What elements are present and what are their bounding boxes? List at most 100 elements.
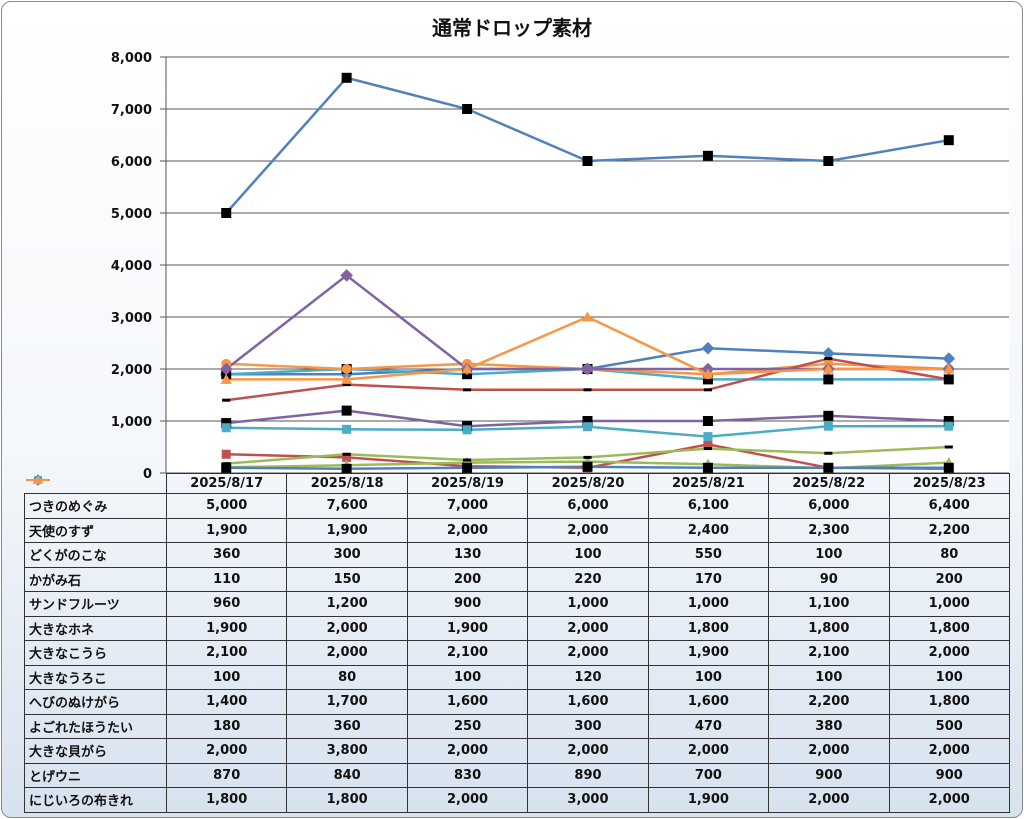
data-label: 1,900 (406, 615, 529, 641)
data-label: 830 (406, 762, 529, 788)
table-row: 大きなうろこ 100 80 100 120 100 100 100 (24, 475, 1010, 690)
data-point (944, 377, 953, 381)
data-point (341, 405, 352, 416)
data-point (341, 463, 352, 474)
data-point (582, 416, 593, 426)
y-tick-label: 2,000 (111, 363, 152, 378)
data-label: 1,900 (647, 640, 770, 666)
legend-entry: サンドフルーツ (24, 475, 167, 617)
x-tick-label: 2025/8/22 (768, 473, 890, 494)
data-label: 2,000 (888, 640, 1010, 666)
data-label: 470 (647, 713, 770, 739)
table-row: サンドフルーツ 960 1,200 900 1,000 1,000 1,100 1,000 (24, 475, 1010, 617)
data-label: 900 (406, 591, 529, 617)
data-label: 1,900 (647, 787, 770, 813)
data-label: 2,000 (165, 738, 288, 764)
data-label: 2,000 (406, 517, 529, 543)
data-point (342, 424, 352, 434)
data-point (463, 388, 472, 392)
data-point (823, 156, 834, 166)
data-label: 2,000 (286, 615, 408, 641)
data-point (583, 388, 592, 392)
data-point (341, 364, 352, 374)
data-point (823, 421, 833, 431)
data-point (583, 455, 592, 459)
data-point (702, 416, 713, 426)
data-label: 1,600 (406, 689, 529, 715)
data-label: 250 (406, 713, 529, 739)
data-label: 2,000 (527, 738, 649, 764)
data-point (943, 416, 954, 426)
data-label: 2,400 (647, 517, 770, 543)
table-row: 天使のすず 1,900 1,900 2,000 2,000 2,400 2,300 2,200 (24, 473, 1010, 543)
legend-entry: 天使のすず (24, 473, 167, 543)
data-point (342, 452, 351, 456)
data-point (822, 363, 834, 374)
data-point (221, 208, 232, 218)
legend-entry: よごれたほうたい (24, 478, 167, 739)
data-label: 900 (768, 762, 890, 788)
data-point (341, 72, 352, 83)
legend-label: へびのぬけがら (29, 696, 121, 712)
data-label: 2,000 (768, 787, 890, 813)
data-label: 870 (165, 762, 288, 788)
data-point (222, 462, 231, 466)
data-label: 80 (888, 542, 1010, 568)
data-label: 7,000 (406, 493, 529, 519)
legend-label: かがみ石 (29, 573, 82, 589)
legend-label: 天使のすず (29, 524, 95, 540)
data-label: 100 (165, 664, 288, 690)
data-label: 1,100 (768, 591, 890, 617)
legend-label: 大きなうろこ (29, 671, 108, 687)
legend-label: つきのめぐみ (29, 500, 108, 516)
data-label: 2,000 (527, 615, 649, 641)
legend-entry: つきのめぐみ (24, 475, 167, 519)
data-point (583, 422, 592, 432)
data-point (582, 156, 593, 166)
y-tick-label: 3,000 (111, 311, 152, 326)
data-label: 1,700 (286, 689, 408, 715)
y-tick-label: 4,000 (111, 259, 152, 274)
data-label: 1,900 (286, 517, 408, 543)
data-label: 1,400 (165, 689, 288, 715)
data-label: 80 (286, 664, 408, 690)
data-point (703, 432, 713, 442)
y-tick-label: 5,000 (111, 207, 152, 222)
data-point (221, 449, 231, 459)
data-label: 1,800 (888, 615, 1010, 641)
data-label: 890 (527, 762, 649, 788)
data-point (342, 383, 351, 387)
data-point (462, 104, 473, 114)
data-label: 2,300 (768, 517, 890, 543)
data-point (703, 447, 712, 451)
legend-label: 大きな貝がら (29, 745, 108, 761)
data-label: 360 (286, 713, 408, 739)
data-label: 6,100 (647, 493, 770, 519)
data-point (823, 410, 834, 421)
data-label: 6,000 (768, 493, 890, 519)
legend-label: どくがのこな (29, 549, 107, 565)
data-label: 3,000 (527, 787, 649, 813)
data-label: 1,000 (647, 591, 770, 617)
data-label: 170 (647, 566, 770, 592)
data-point (340, 269, 353, 282)
table-row: 大きなこうら 2,100 2,000 2,100 2,000 1,900 2,100 2,00… (24, 475, 1010, 666)
data-point (581, 311, 594, 322)
legend-label: とげウニ (29, 769, 82, 785)
data-label: 1,800 (768, 615, 890, 641)
data-label: 1,800 (647, 615, 770, 641)
data-label: 100 (647, 664, 770, 690)
data-point (221, 418, 232, 429)
legend-entry: とげウニ (24, 475, 167, 788)
legend-entry: どくがのこな (24, 475, 167, 568)
data-point (702, 462, 713, 473)
data-label: 100 (768, 542, 890, 568)
data-label: 1,800 (165, 787, 288, 813)
data-label: 2,000 (888, 787, 1010, 813)
data-label: 100 (768, 664, 890, 690)
data-label: 110 (165, 566, 288, 592)
data-label: 2,000 (888, 738, 1010, 764)
x-tick-label: 2025/8/20 (527, 473, 649, 494)
legend-label: 大きなこうら (29, 647, 108, 663)
data-label: 1,900 (165, 517, 288, 543)
